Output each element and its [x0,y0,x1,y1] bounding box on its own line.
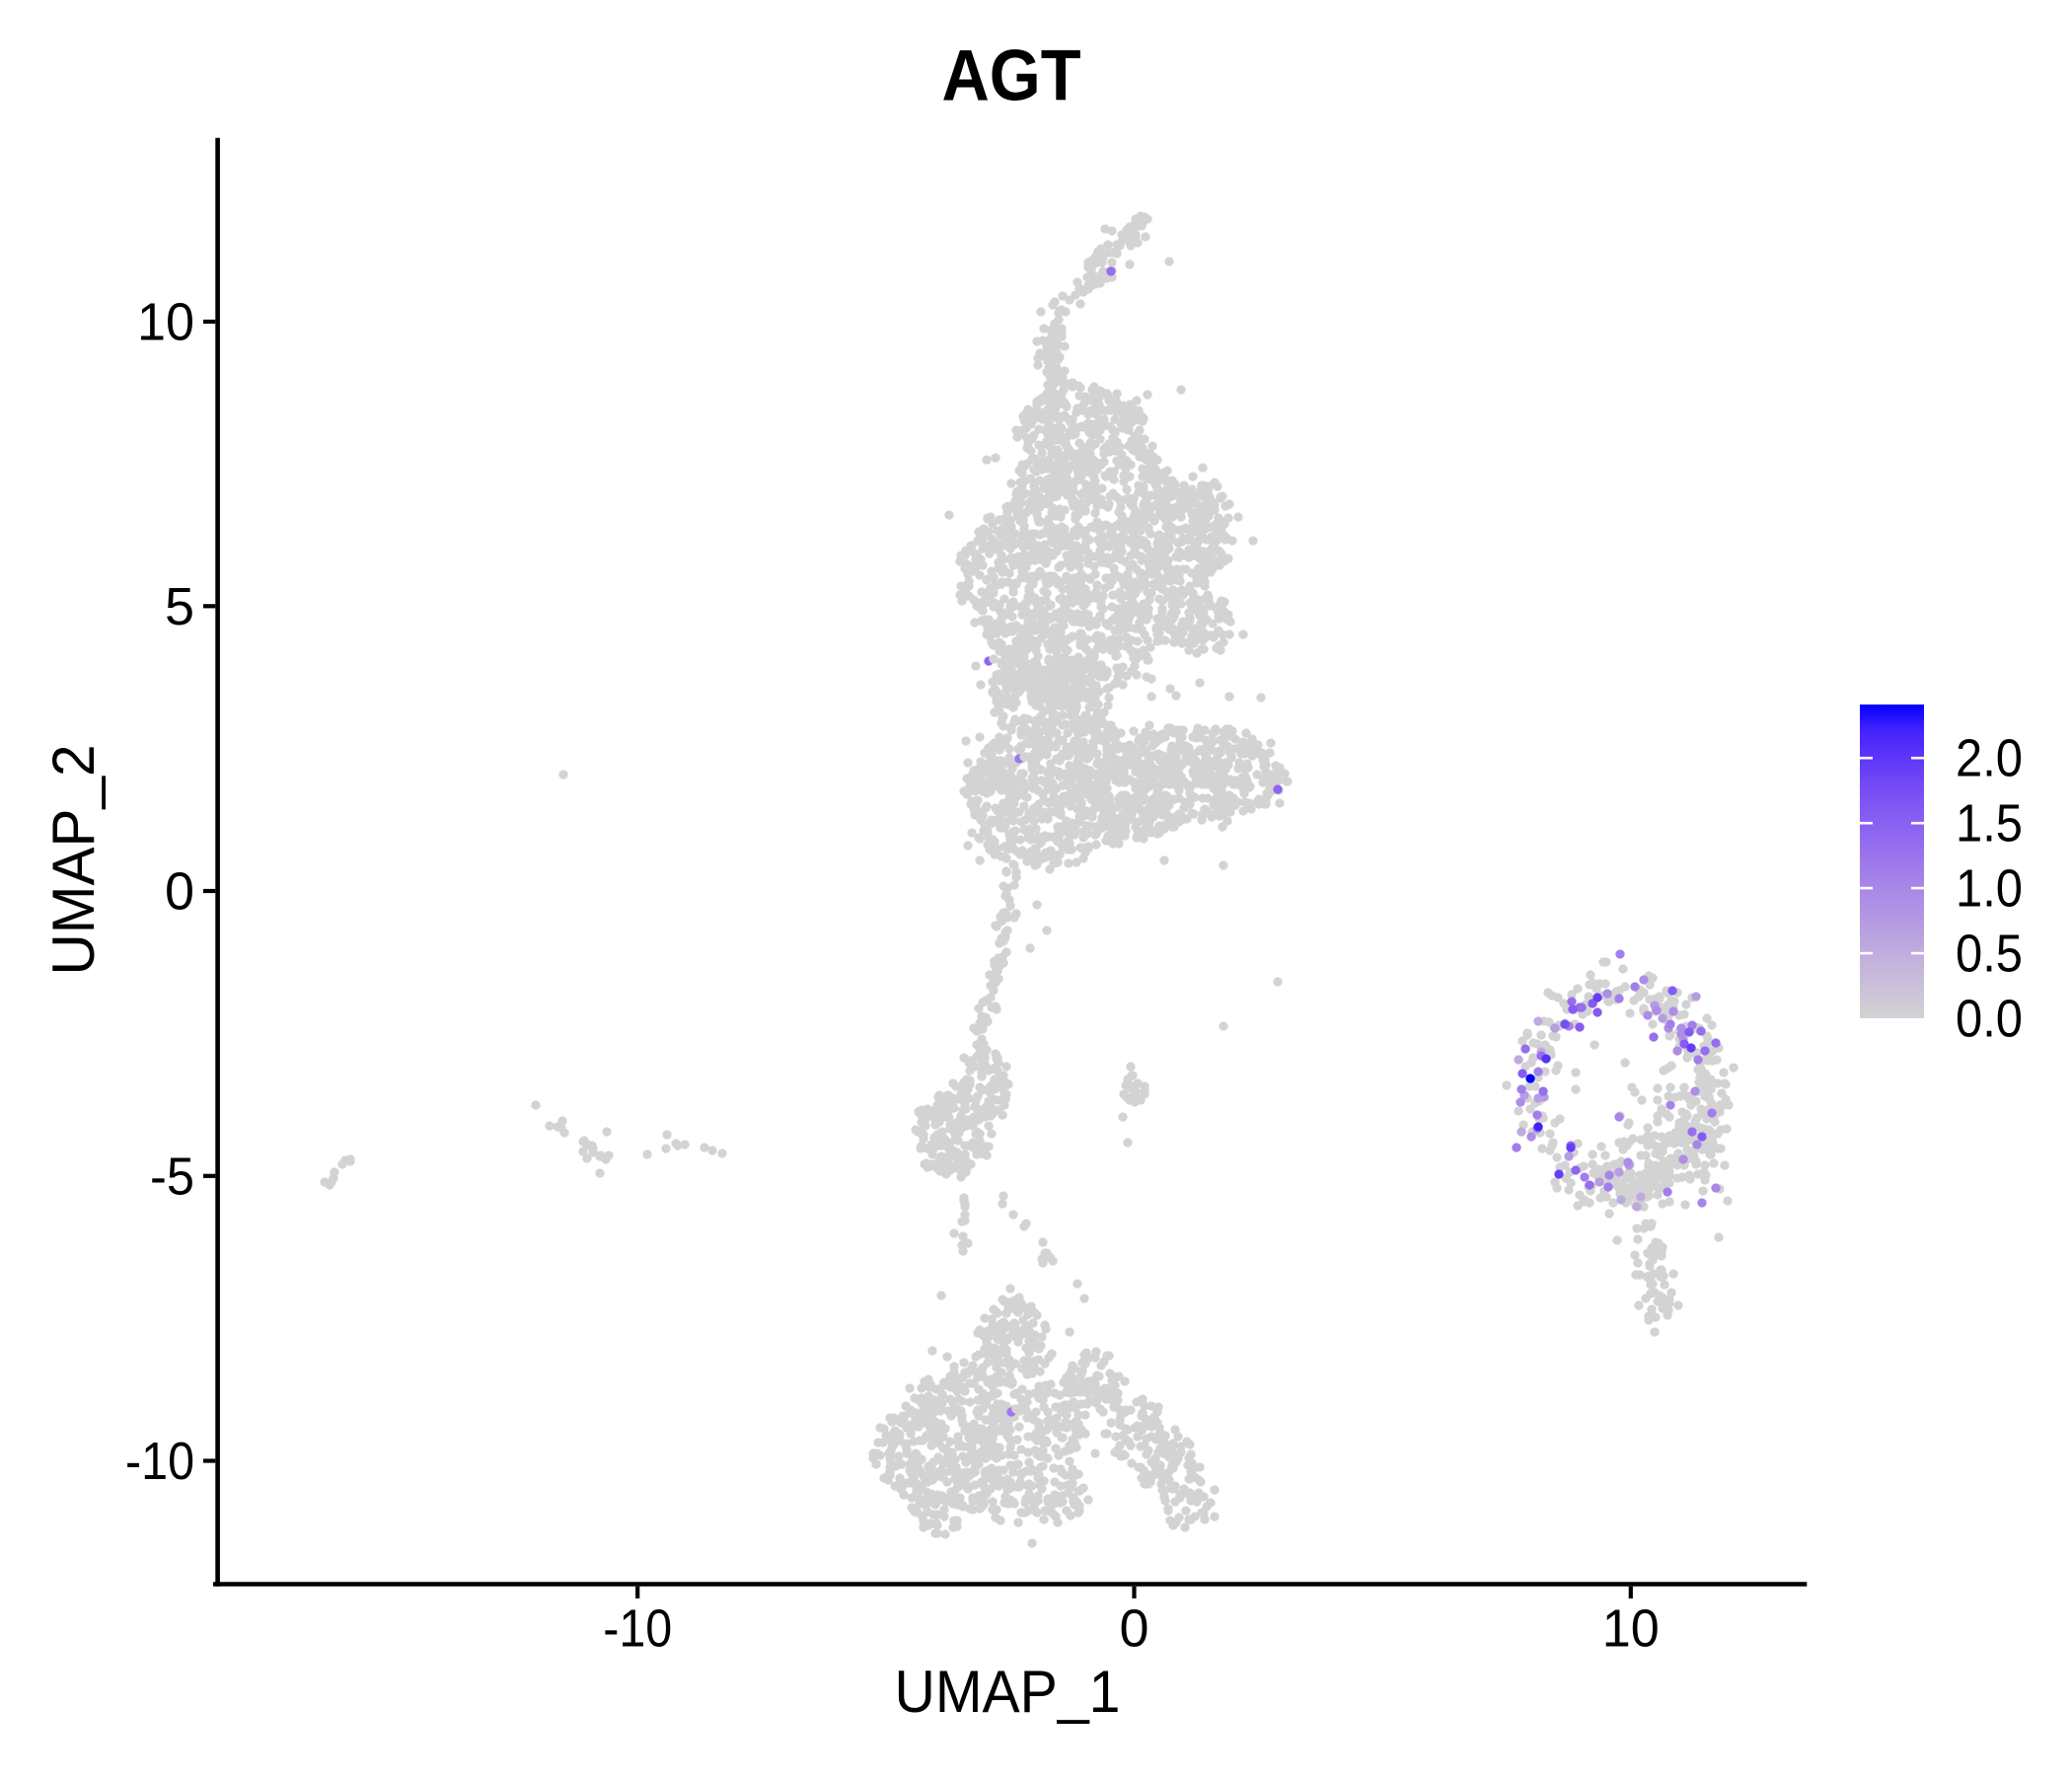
svg-text:0: 0 [165,862,194,922]
svg-text:UMAP_2: UMAP_2 [40,745,107,976]
svg-text:0: 0 [1119,1599,1148,1659]
svg-text:AGT: AGT [942,37,1081,116]
svg-text:10: 10 [137,293,194,352]
svg-text:UMAP_1: UMAP_1 [895,1659,1121,1725]
svg-text:-10: -10 [125,1432,194,1491]
svg-text:0.5: 0.5 [1956,925,2023,984]
svg-text:-10: -10 [603,1599,672,1659]
svg-text:5: 5 [165,577,194,636]
svg-text:2.0: 2.0 [1956,729,2023,788]
svg-text:-5: -5 [150,1147,194,1206]
svg-text:1.5: 1.5 [1956,794,2023,853]
svg-text:0.0: 0.0 [1956,990,2023,1049]
svg-text:1.0: 1.0 [1956,859,2023,919]
svg-text:10: 10 [1602,1599,1660,1659]
